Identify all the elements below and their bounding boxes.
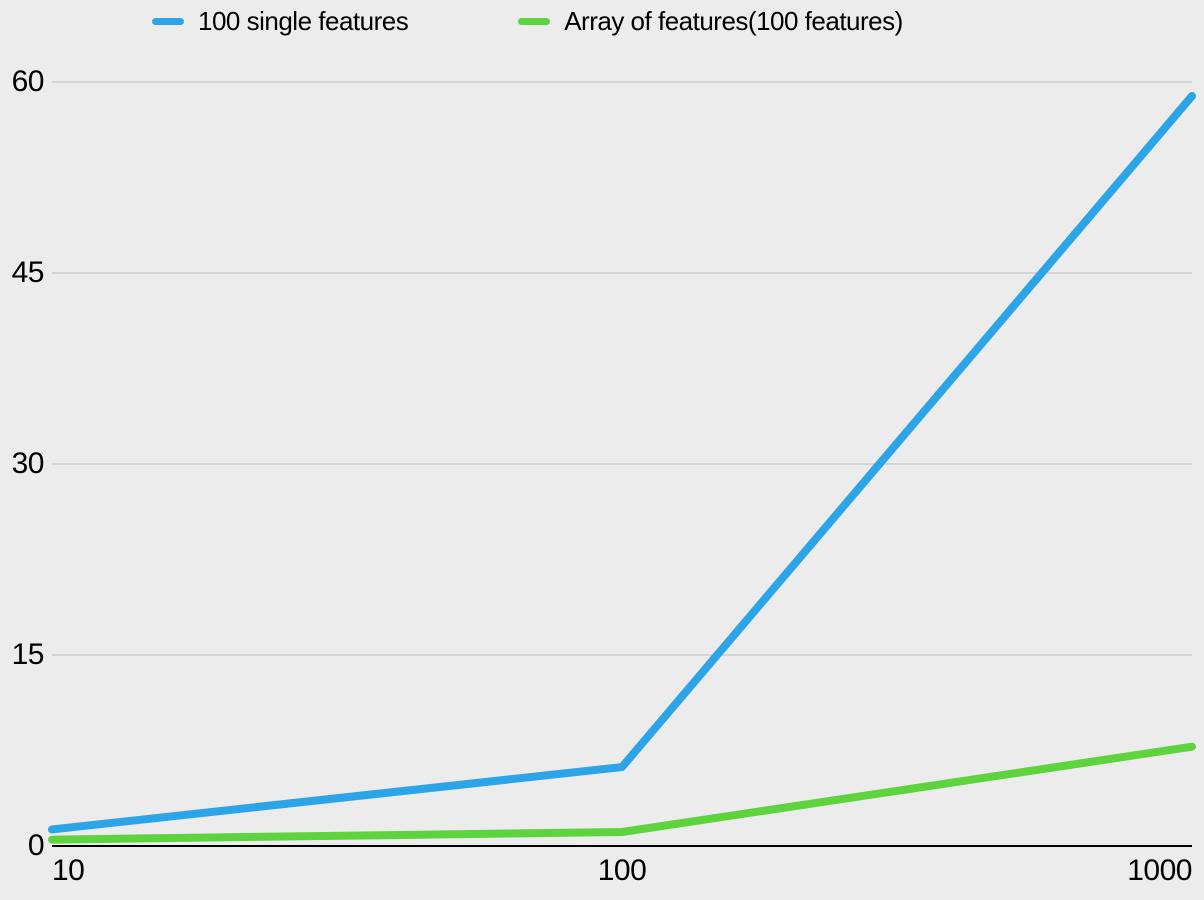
chart-plot-area — [0, 0, 1204, 900]
x-tick-label: 10 — [52, 854, 84, 888]
line-chart: 100 single features Array of features(10… — [0, 0, 1204, 900]
y-tick-label: 30 — [0, 447, 44, 481]
y-tick-label: 15 — [0, 638, 44, 672]
series-line-1 — [52, 96, 1192, 829]
gridlines — [52, 82, 1192, 846]
y-tick-label: 60 — [0, 65, 44, 99]
x-tick-label: 1000 — [1127, 854, 1192, 888]
series-lines — [52, 96, 1192, 840]
y-tick-label: 0 — [0, 829, 44, 863]
series-line-2 — [52, 747, 1192, 840]
y-tick-label: 45 — [0, 256, 44, 290]
x-tick-label: 100 — [598, 854, 647, 888]
